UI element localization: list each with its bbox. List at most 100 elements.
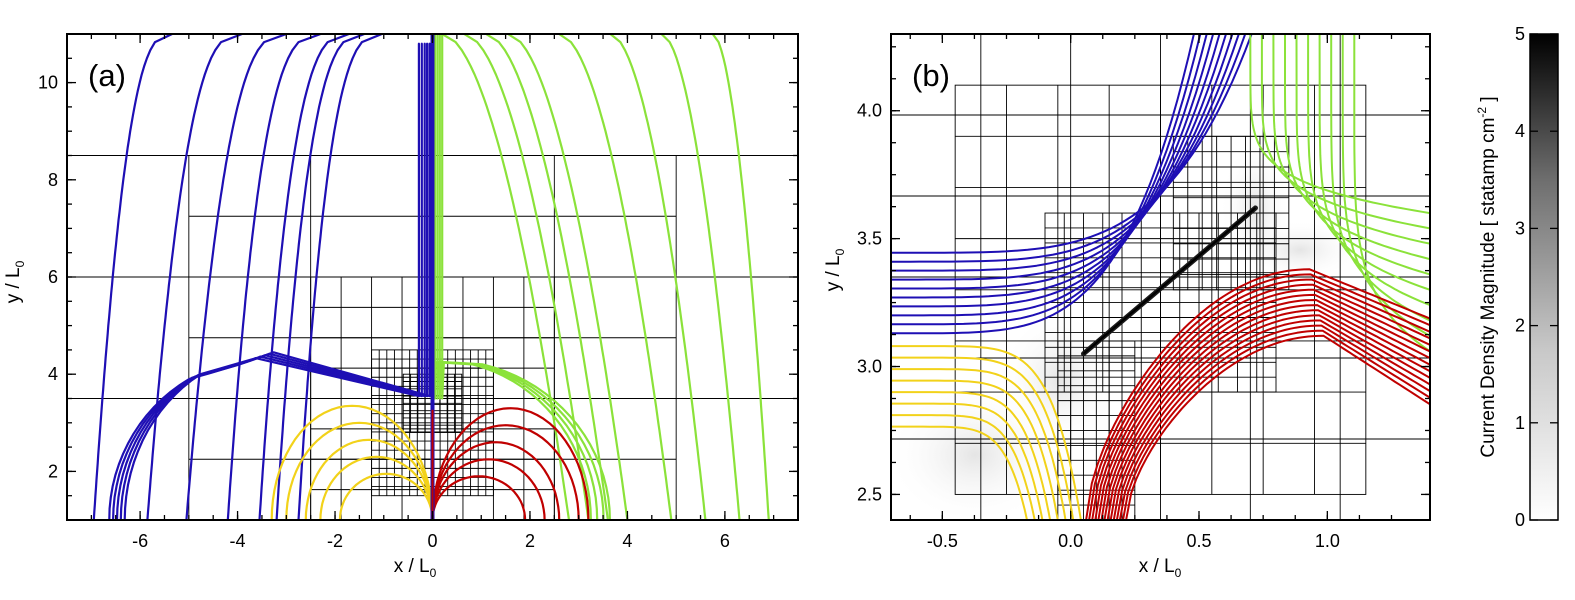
field-line-blue [891,34,1202,326]
field-line-near-separatrix-right [433,34,592,520]
colorbar-label: Current Density Magnitude [ statamp cm-2… [1475,96,1499,457]
field-line-open-right [711,34,770,520]
field-line-near-separatrix [119,42,429,520]
panel-b-label: (b) [912,58,950,93]
field-line-open-left [258,34,350,520]
field-line-open-right [441,34,571,520]
field-line-red [1115,319,1430,520]
field-line-red [1118,324,1430,520]
panel-a-xlabel: x / L0 [394,556,437,580]
field-line-blue [891,34,1215,308]
panel-a-ticks: -6 -4 -2 0 2 4 6 2 4 6 8 10 [38,33,799,551]
field-line-open-left [275,34,366,520]
colorbar: 0 1 2 3 4 5 Current Density Magnitude [ stata… [1475,24,1559,530]
field-line-closed-right [431,475,527,520]
field-line-open-left [297,34,383,520]
panel-b: -0.5 0.0 0.5 1.0 2.5 3.0 3.5 4.0 (b) x / L0 y /… [823,33,1431,580]
field-line-open-right [609,34,707,520]
field-line-open-right [660,34,741,520]
field-line-red [1112,314,1430,520]
field-line-red [1088,273,1430,520]
panel-b-field-lines [891,34,1430,520]
field-line-red [1106,304,1430,520]
panel-b-ytick-label: 3.5 [857,229,882,249]
colorbar-tick-label: 3 [1515,218,1525,238]
field-line-blue [891,34,1221,299]
field-line-near-separatrix [123,42,431,520]
field-line-closed-right [431,407,590,520]
panel-a-xtick-label: -2 [327,531,343,551]
current-sheet-core [1082,207,1257,355]
field-line-red [1091,278,1430,520]
panel-a-ytick-label: 10 [38,73,58,93]
field-line-closed-left [338,472,434,520]
field-line-closed-left [270,404,434,520]
field-line-red [1122,329,1430,520]
field-line-open-left [185,34,288,520]
colorbar-gradient [1529,33,1559,521]
field-line-red [1103,299,1430,520]
field-line-near-separatrix-right [436,34,599,520]
panel-a-xtick-label: -4 [230,531,246,551]
panel-a-label: (a) [88,58,126,93]
field-line-near-separatrix-right [441,34,611,520]
panel-a-ytick-label: 2 [48,461,58,481]
field-line-green [1330,34,1430,322]
field-line-closed-right [431,458,546,520]
field-line-green [1307,34,1430,291]
field-line-yellow [891,391,1052,520]
field-line-near-separatrix [112,42,423,520]
field-line-open-right [485,34,609,520]
panel-b-ytick-label: 4.0 [857,101,882,121]
colorbar-tick-label: 4 [1515,121,1525,141]
field-line-open-right [463,34,590,520]
panel-b-xlabel: x / L0 [1139,556,1182,580]
panel-a-ytick-label: 8 [48,170,58,190]
panel-a-ytick-label: 6 [48,267,58,287]
field-line-blue [891,34,1208,317]
field-line-open-right [558,34,673,520]
panel-b-ylabel: y / L0 [823,248,847,291]
colorbar-tick-label: 1 [1515,413,1525,433]
field-line-yellow [891,356,1075,520]
panel-b-xtick-label: -0.5 [927,531,958,551]
field-line-yellow [891,402,1044,520]
field-line-yellow [891,425,1028,520]
field-line-green [1341,34,1430,337]
field-line-closed-right [431,424,580,520]
field-line-blue [891,34,1234,281]
panel-a-xtick-label: -6 [132,531,148,551]
field-line-red [1094,283,1430,520]
field-line-red [1100,293,1430,520]
field-line-yellow [891,368,1067,520]
panel-b-ytick-label: 2.5 [857,484,882,504]
field-line-closed-left [285,421,434,520]
field-line-blue [891,34,1227,290]
panel-b-frame [890,33,1431,521]
field-line-open-left [226,34,322,520]
field-line-blue [891,34,1253,254]
panel-b-ticks: -0.5 0.0 0.5 1.0 2.5 3.0 3.5 4.0 [857,34,1430,551]
field-line-near-separatrix [115,42,426,520]
panel-a-xtick-label: 0 [427,531,437,551]
field-line-red [1109,309,1430,520]
colorbar-tick-label: 0 [1515,510,1525,530]
colorbar-tick-label: 2 [1515,316,1525,336]
field-line-blue [891,34,1195,335]
field-line-green [1353,34,1430,353]
panel-b-xtick-label: 0.0 [1058,531,1083,551]
colorbar-tick-label: 5 [1515,24,1525,44]
field-line-closed-right [431,441,561,520]
field-line-open-left [92,34,174,520]
field-line-green [1272,34,1430,245]
colorbar-ticks: 0 1 2 3 4 5 [1515,24,1558,530]
panel-a-xtick-label: 6 [720,531,730,551]
field-line-red [1125,334,1430,520]
field-line-red [1097,288,1430,520]
field-line-closed-left [304,438,434,520]
panel-a-ylabel: y / L0 [3,260,27,303]
field-line-green [1318,34,1430,307]
panel-a-xtick-label: 2 [525,531,535,551]
panel-a: -6 -4 -2 0 2 4 6 2 4 6 8 10 (a) x / L0 y / L0 [3,33,799,580]
